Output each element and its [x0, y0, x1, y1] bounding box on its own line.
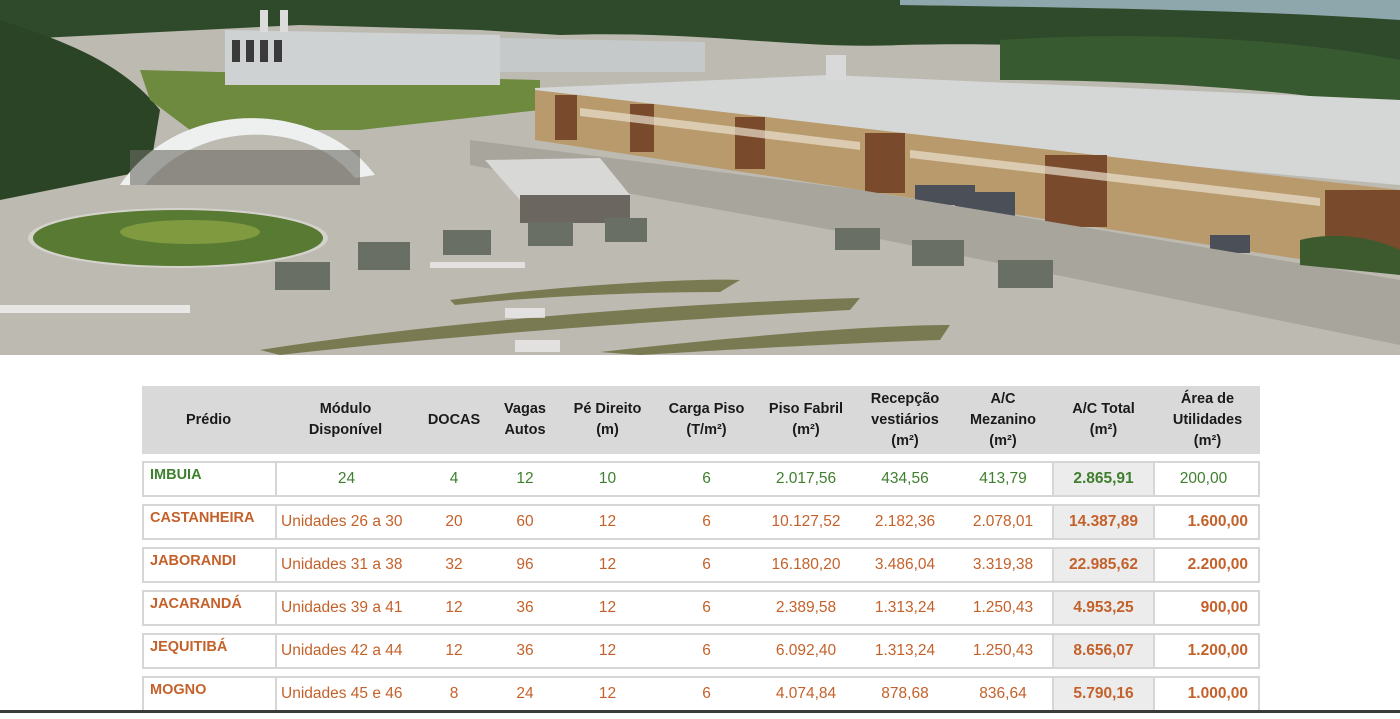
cell-ac-total: 2.865,91	[1052, 461, 1155, 497]
cell-docas: 12	[416, 633, 492, 669]
cell-area-util: 1.600,00	[1155, 504, 1260, 540]
bottom-divider	[0, 710, 1400, 713]
cell-modulo: 24	[275, 461, 416, 497]
header-recepcao: Recepção vestiários (m²)	[856, 386, 954, 454]
cell-modulo: Unidades 31 a 38	[275, 547, 416, 583]
cell-docas: 32	[416, 547, 492, 583]
cell-ac-mezanino: 413,79	[954, 461, 1052, 497]
cell-pe-direito: 12	[558, 633, 657, 669]
cell-predio: CASTANHEIRA	[142, 504, 275, 540]
cell-modulo: Unidades 39 a 41	[275, 590, 416, 626]
header-ac-total: A/C Total (m²)	[1052, 386, 1155, 454]
cell-recepcao: 3.486,04	[856, 547, 954, 583]
cell-area-util: 900,00	[1155, 590, 1260, 626]
cell-carga-piso: 6	[657, 633, 756, 669]
cell-docas: 12	[416, 590, 492, 626]
cell-recepcao: 1.313,24	[856, 633, 954, 669]
cell-piso-fabril: 2.389,58	[756, 590, 856, 626]
table-row: CASTANHEIRA Unidades 26 a 30 20 60 12 6 …	[142, 504, 1260, 540]
header-vagas: Vagas Autos	[492, 386, 558, 454]
cell-vagas: 60	[492, 504, 558, 540]
cell-piso-fabril: 16.180,20	[756, 547, 856, 583]
cell-recepcao: 434,56	[856, 461, 954, 497]
cell-ac-mezanino: 1.250,43	[954, 590, 1052, 626]
cell-area-util: 200,00	[1155, 461, 1260, 497]
cell-carga-piso: 6	[657, 461, 756, 497]
cell-ac-mezanino: 3.319,38	[954, 547, 1052, 583]
cell-predio: JEQUITIBÁ	[142, 633, 275, 669]
header-modulo: Módulo Disponível	[275, 386, 416, 454]
cell-ac-mezanino: 836,64	[954, 676, 1052, 712]
cell-vagas: 36	[492, 590, 558, 626]
table-row: JACARANDÁ Unidades 39 a 41 12 36 12 6 2.…	[142, 590, 1260, 626]
cell-ac-total: 4.953,25	[1052, 590, 1155, 626]
cell-recepcao: 1.313,24	[856, 590, 954, 626]
cell-ac-mezanino: 2.078,01	[954, 504, 1052, 540]
cell-piso-fabril: 10.127,52	[756, 504, 856, 540]
aerial-photo	[0, 0, 1400, 355]
cell-vagas: 24	[492, 676, 558, 712]
header-docas: DOCAS	[416, 386, 492, 454]
cell-docas: 8	[416, 676, 492, 712]
cell-ac-mezanino: 1.250,43	[954, 633, 1052, 669]
cell-predio: JACARANDÁ	[142, 590, 275, 626]
header-predio: Prédio	[142, 386, 275, 454]
cell-ac-total: 8.656,07	[1052, 633, 1155, 669]
cell-area-util: 1.200,00	[1155, 633, 1260, 669]
cell-piso-fabril: 6.092,40	[756, 633, 856, 669]
table-row: IMBUIA 24 4 12 10 6 2.017,56 434,56 413,…	[142, 461, 1260, 497]
cell-recepcao: 2.182,36	[856, 504, 954, 540]
cell-ac-total: 22.985,62	[1052, 547, 1155, 583]
cell-modulo: Unidades 26 a 30	[275, 504, 416, 540]
cell-modulo: Unidades 45 e 46	[275, 676, 416, 712]
cell-pe-direito: 10	[558, 461, 657, 497]
cell-piso-fabril: 4.074,84	[756, 676, 856, 712]
table-row: JABORANDI Unidades 31 a 38 32 96 12 6 16…	[142, 547, 1260, 583]
cell-area-util: 2.200,00	[1155, 547, 1260, 583]
table-row: MOGNO Unidades 45 e 46 8 24 12 6 4.074,8…	[142, 676, 1260, 712]
cell-predio: MOGNO	[142, 676, 275, 712]
header-ac-mezanino: A/C Mezanino (m²)	[954, 386, 1052, 454]
cell-predio: IMBUIA	[142, 461, 275, 497]
cell-area-util: 1.000,00	[1155, 676, 1260, 712]
cell-piso-fabril: 2.017,56	[756, 461, 856, 497]
header-piso-fabril: Piso Fabril (m²)	[756, 386, 856, 454]
cell-carga-piso: 6	[657, 504, 756, 540]
cell-pe-direito: 12	[558, 590, 657, 626]
cell-predio: JABORANDI	[142, 547, 275, 583]
cell-carga-piso: 6	[657, 590, 756, 626]
cell-ac-total: 14.387,89	[1052, 504, 1155, 540]
cell-ac-total: 5.790,16	[1052, 676, 1155, 712]
cell-pe-direito: 12	[558, 504, 657, 540]
header-row: Prédio Módulo Disponível DOCAS Vagas Aut…	[142, 386, 1260, 454]
cell-vagas: 96	[492, 547, 558, 583]
cell-docas: 4	[416, 461, 492, 497]
cell-pe-direito: 12	[558, 547, 657, 583]
table-row: JEQUITIBÁ Unidades 42 a 44 12 36 12 6 6.…	[142, 633, 1260, 669]
cell-carga-piso: 6	[657, 676, 756, 712]
cell-recepcao: 878,68	[856, 676, 954, 712]
cell-docas: 20	[416, 504, 492, 540]
cell-carga-piso: 6	[657, 547, 756, 583]
header-area-util: Área de Utilidades (m²)	[1155, 386, 1260, 454]
cell-modulo: Unidades 42 a 44	[275, 633, 416, 669]
building-specs-table-container: Prédio Módulo Disponível DOCAS Vagas Aut…	[142, 386, 1260, 719]
cell-vagas: 36	[492, 633, 558, 669]
cell-vagas: 12	[492, 461, 558, 497]
header-carga-piso: Carga Piso (T/m²)	[657, 386, 756, 454]
header-pe-direito: Pé Direito (m)	[558, 386, 657, 454]
cell-pe-direito: 12	[558, 676, 657, 712]
building-specs-table: Prédio Módulo Disponível DOCAS Vagas Aut…	[142, 379, 1260, 719]
